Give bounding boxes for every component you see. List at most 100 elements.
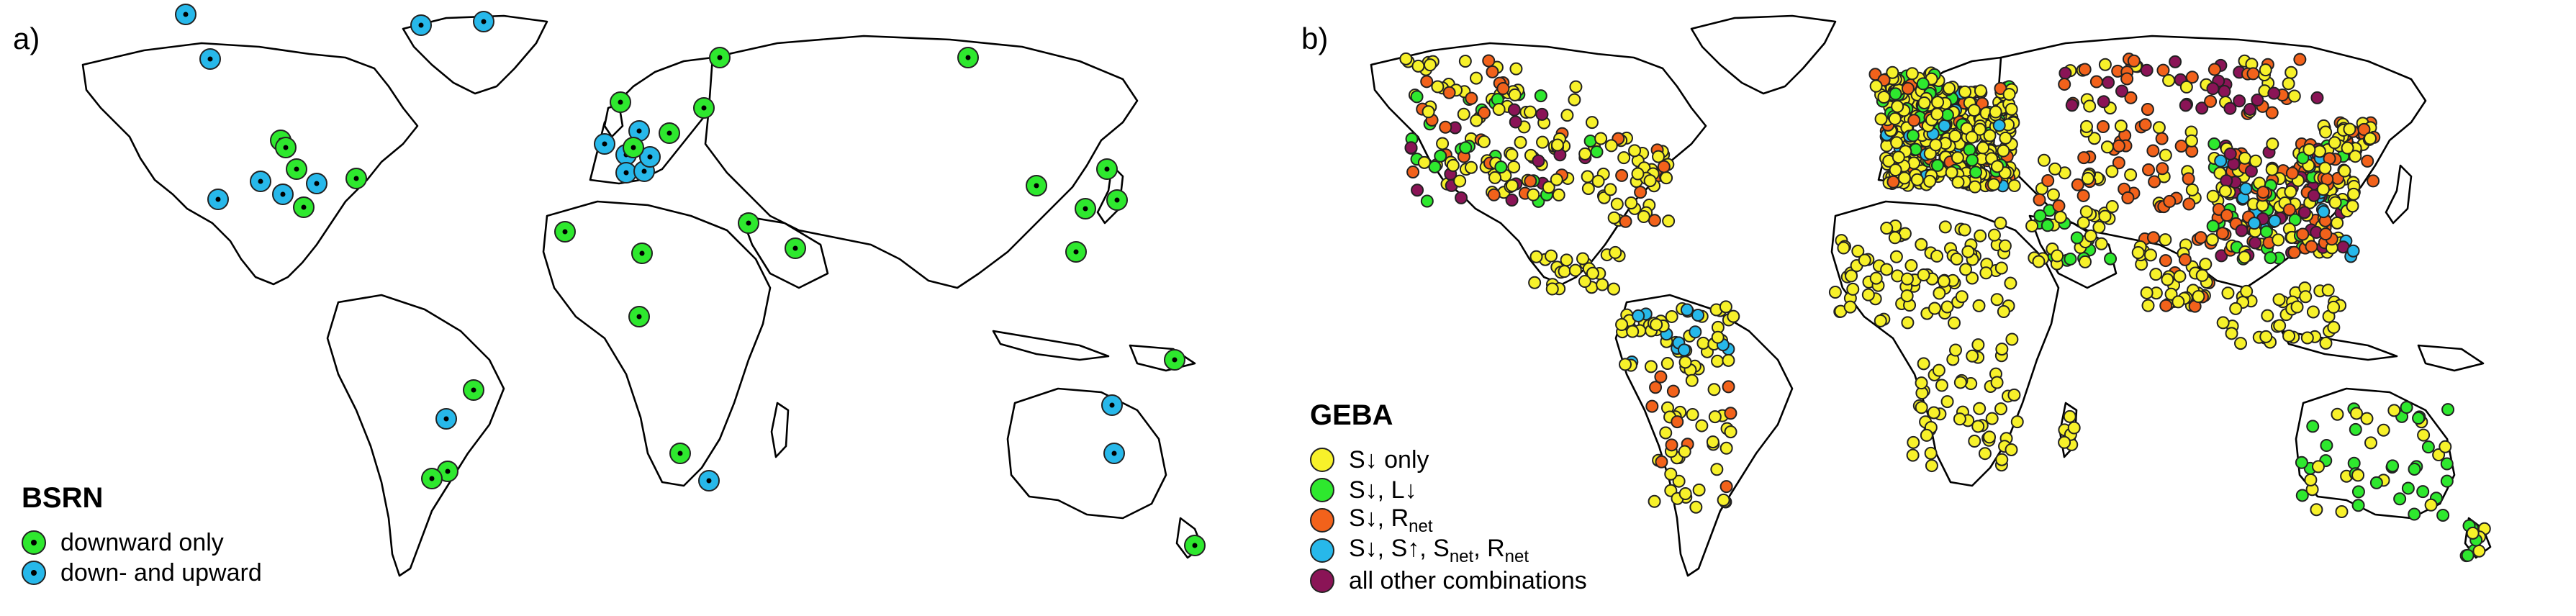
- geba-station: [1907, 435, 1920, 449]
- geba-station: [1927, 406, 1940, 420]
- geba-station: [2349, 422, 2362, 436]
- geba-station: [1889, 163, 1902, 177]
- geba-station: [2215, 227, 2229, 240]
- geba-station: [2307, 189, 2320, 202]
- geba-station: [2416, 485, 2430, 499]
- geba-station: [1662, 214, 1676, 228]
- geba-station: [2343, 122, 2356, 136]
- geba-station: [2218, 84, 2231, 98]
- geba-station: [2408, 507, 2421, 521]
- geba-station: [1399, 52, 1413, 65]
- geba-station: [1631, 167, 1645, 181]
- geba-station: [1722, 353, 1735, 367]
- geba-station: [2321, 284, 2335, 297]
- geba-station: [2273, 319, 2287, 332]
- geba-station: [2256, 186, 2270, 199]
- geba-station: [2207, 137, 2221, 151]
- geba-station: [2220, 209, 2233, 222]
- geba-station: [1892, 150, 1905, 164]
- geba-station: [2347, 456, 2361, 470]
- geba-station: [1590, 145, 1604, 158]
- geba-station: [1846, 282, 1860, 296]
- bsrn-station-38-center-dot: [445, 468, 451, 474]
- geba-station: [2173, 270, 2187, 284]
- geba-station: [1917, 268, 1930, 282]
- geba-station: [1904, 259, 1918, 273]
- geba-station: [1695, 419, 1709, 432]
- asia-outline: [704, 35, 1139, 289]
- geba-station: [2058, 435, 2071, 449]
- geba-station: [1971, 420, 1985, 433]
- geba-station: [1727, 309, 1740, 323]
- green-station-marker-icon: [1310, 478, 1334, 502]
- geba-station: [2238, 151, 2251, 165]
- geba-station: [1619, 214, 1632, 228]
- geba-station: [1436, 137, 1450, 150]
- geba-station: [1505, 178, 1519, 192]
- geba-station: [2349, 150, 2362, 163]
- geba-station: [2140, 286, 2154, 299]
- bsrn-station-24-center-dot: [965, 55, 971, 60]
- geba-station: [2440, 457, 2454, 471]
- geba-station: [1404, 141, 1418, 155]
- geba-station: [1477, 135, 1491, 148]
- geba-station: [1933, 286, 1946, 300]
- geba-station: [2025, 219, 2039, 232]
- geba-station: [1707, 383, 1721, 397]
- geba-station: [2261, 309, 2274, 322]
- geba-station: [1542, 181, 1555, 194]
- geba-station: [1632, 309, 1645, 322]
- geba-station: [1995, 343, 2009, 356]
- geba-station: [1446, 158, 1460, 172]
- geba-station: [1925, 459, 1938, 473]
- geba-station: [1706, 435, 1719, 449]
- geba-station: [1508, 88, 1522, 101]
- geba-station: [1999, 131, 2012, 145]
- geba-station: [1837, 241, 1850, 255]
- geba-station: [1965, 130, 1979, 144]
- geba-station: [1998, 239, 2012, 253]
- geba-station: [1906, 448, 1920, 462]
- geba-station: [1719, 441, 1733, 455]
- geba-station: [2121, 191, 2135, 204]
- geba-station: [2067, 421, 2081, 435]
- geba-station: [1968, 180, 1981, 194]
- geba-station: [1528, 276, 1542, 289]
- geba-station: [2184, 134, 2198, 148]
- geba-station: [1967, 104, 1981, 117]
- geba-station: [1906, 129, 1920, 142]
- geba-station: [2097, 119, 2110, 133]
- geba-station: [1453, 174, 1467, 188]
- bsrn-station-10-center-dot: [301, 204, 307, 210]
- geba-station: [1858, 253, 1871, 267]
- geba-station: [1465, 91, 1478, 105]
- bsrn-station-42-center-dot: [1109, 402, 1115, 408]
- bsrn-stations: [175, 4, 1206, 556]
- geba-station: [1710, 463, 1724, 476]
- geba-station: [1514, 135, 1527, 149]
- geba-station: [1576, 252, 1590, 266]
- bsrn-station-35-center-dot: [1172, 357, 1178, 363]
- panel-a-bsrn-map: a) BSRN downward only down- and upward: [13, 4, 1206, 586]
- geba-station: [1492, 102, 1506, 116]
- geba-station: [1665, 309, 1678, 323]
- geba-station: [2002, 88, 2016, 101]
- geba-station: [2311, 460, 2325, 474]
- geba-station: [1948, 316, 1961, 330]
- geba-station: [2351, 468, 2365, 482]
- geba-station: [1581, 170, 1594, 184]
- geba-station: [1978, 447, 1992, 461]
- geba-station: [1644, 360, 1658, 373]
- geba-station: [2159, 299, 2173, 312]
- geba-station: [1937, 274, 1951, 288]
- geba-station: [2156, 162, 2169, 176]
- geba-station: [2328, 136, 2341, 150]
- geba-station: [1417, 155, 1431, 169]
- geba-station: [1845, 269, 1858, 283]
- geba-station: [1560, 109, 1574, 122]
- geba-station: [2098, 209, 2112, 223]
- bsrn-station-39-center-dot: [429, 476, 435, 481]
- geba-station: [1719, 480, 1733, 494]
- geba-station: [2079, 255, 2092, 268]
- geba-station: [2149, 268, 2163, 281]
